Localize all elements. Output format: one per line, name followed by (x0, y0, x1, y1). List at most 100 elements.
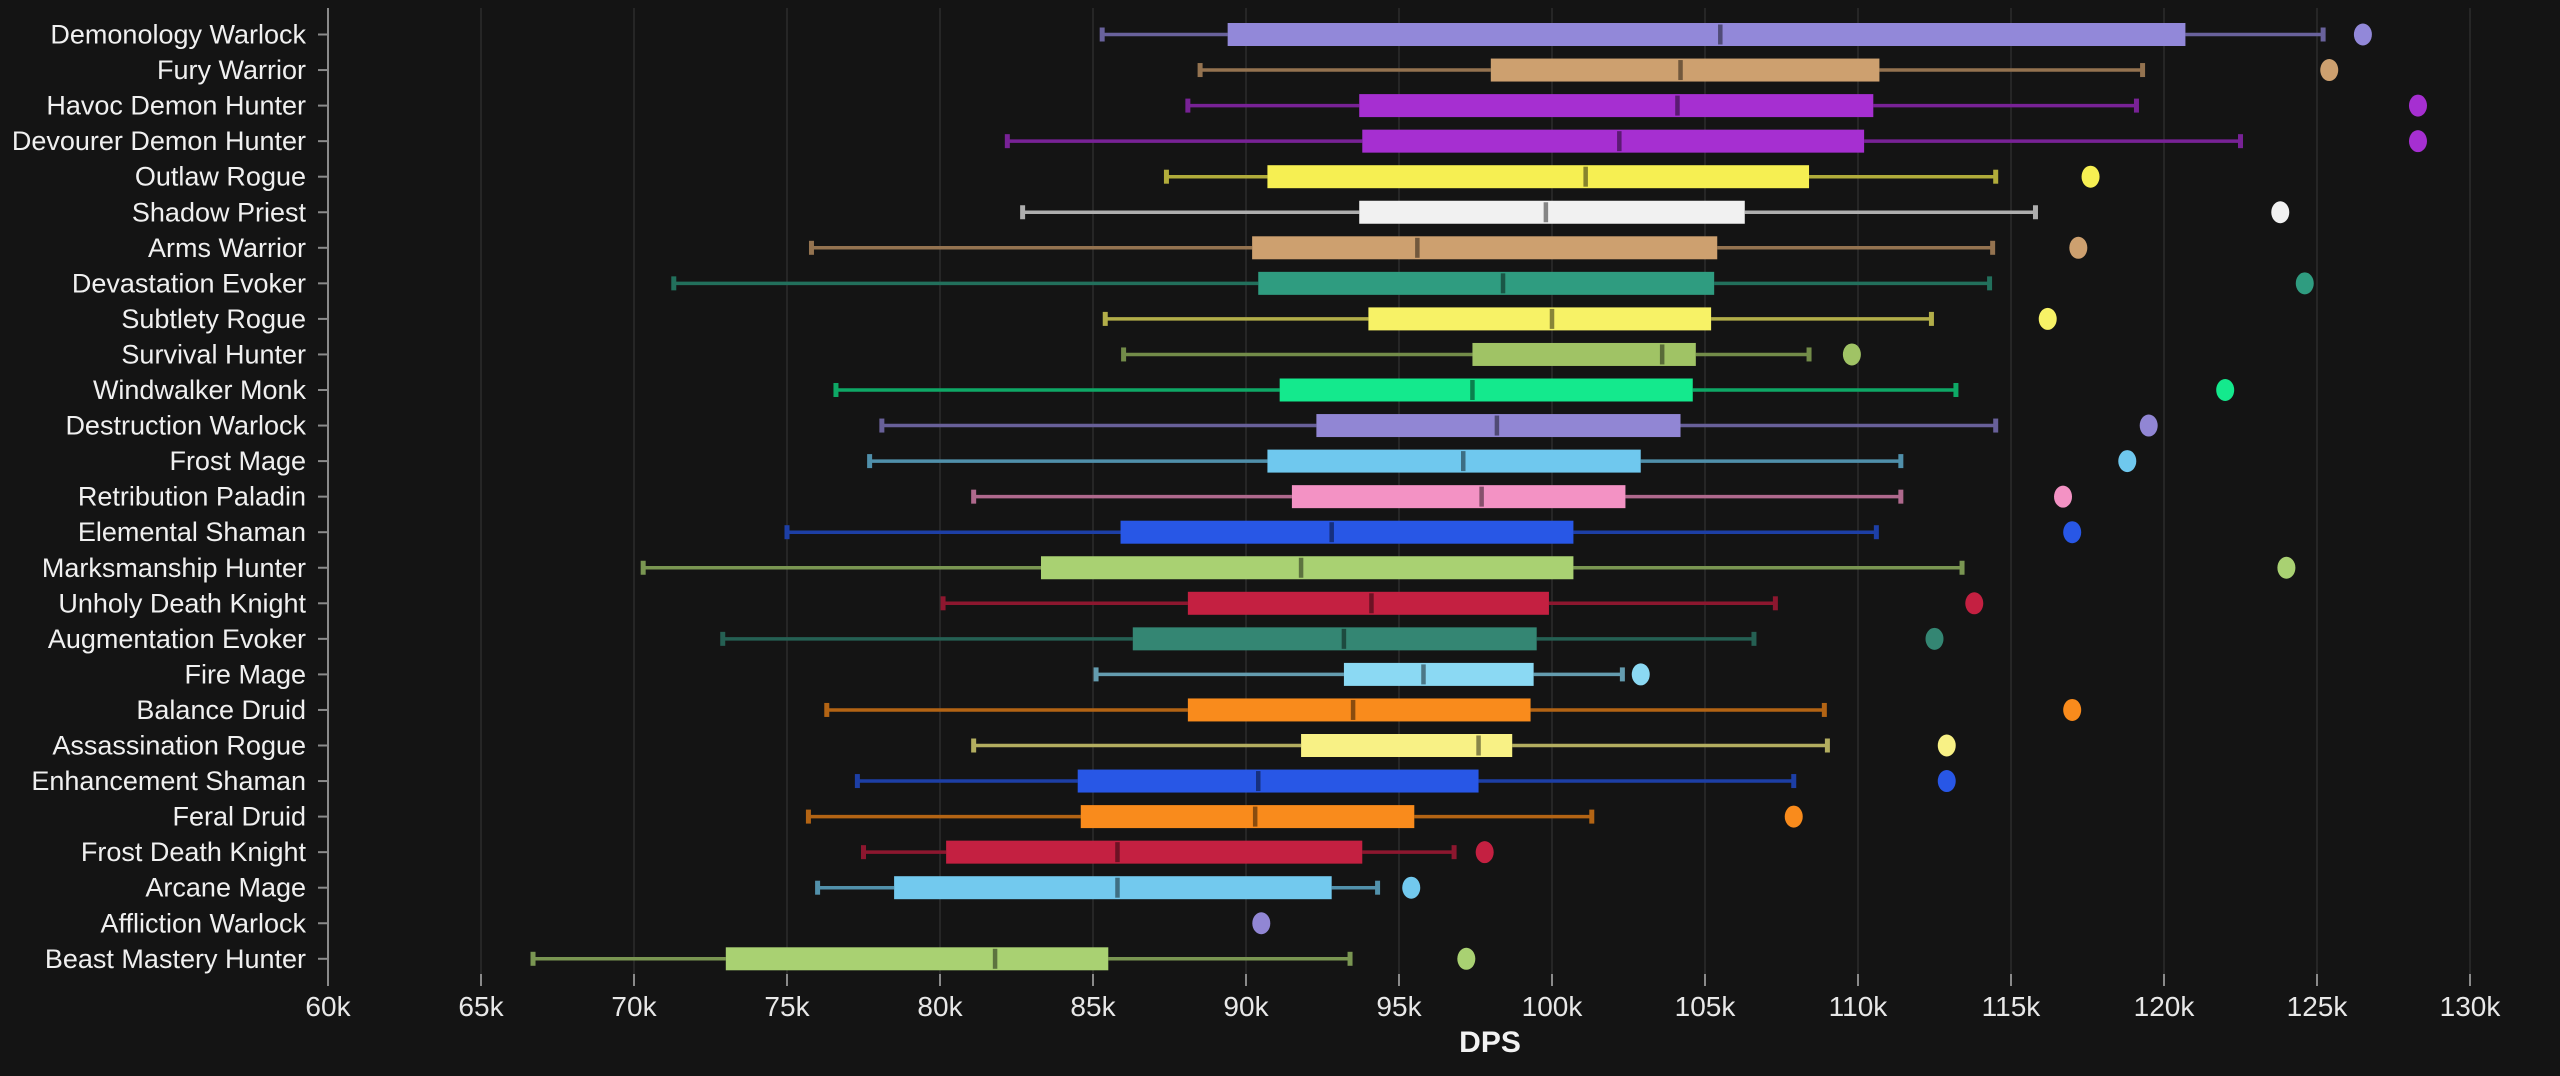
box (1267, 449, 1641, 473)
x-tick-label: 115k (1982, 991, 2042, 1022)
outlier-dot (2277, 556, 2296, 579)
outlier-dot (2408, 130, 2427, 153)
x-tick-label: 130k (2440, 991, 2502, 1022)
boxplot-row (854, 769, 1956, 793)
box (1258, 271, 1715, 295)
y-axis-label: Destruction Warlock (65, 411, 306, 441)
outlier-dot (1631, 663, 1650, 686)
outlier-dot (1457, 947, 1476, 970)
boxplot-row (530, 947, 1476, 971)
y-axis-label: Frost Death Knight (81, 837, 307, 867)
axis-layer (318, 8, 2471, 986)
x-tick-label: 100k (1522, 991, 1584, 1022)
grid-layer (480, 8, 2471, 974)
outlier-dot (2353, 23, 2372, 46)
y-axis-label: Survival Hunter (121, 339, 306, 369)
y-axis-label: Havoc Demon Hunter (46, 91, 306, 121)
y-axis-label: Windwalker Monk (93, 375, 307, 405)
boxplot-row (1197, 58, 2339, 82)
y-axis-label: Fury Warrior (157, 55, 306, 85)
outlier-dot (1252, 912, 1271, 935)
boxplot-row (815, 876, 1421, 900)
outlier-dot (2081, 165, 2100, 188)
boxplot-row (824, 698, 2082, 722)
y-axis-label: Devourer Demon Hunter (12, 126, 306, 156)
y-axis-label: Shadow Priest (132, 197, 307, 227)
boxplot-row (1004, 129, 2427, 153)
y-axis-label: Fire Mage (184, 659, 306, 689)
y-axis-label: Outlaw Rogue (135, 162, 306, 192)
boxplot-row (1099, 23, 2372, 46)
outlier-dot (2054, 485, 2073, 508)
box (725, 947, 1109, 971)
x-tick-label: 70k (611, 991, 657, 1022)
outlier-dot (2216, 379, 2235, 401)
box (946, 840, 1363, 864)
outlier-dot (1925, 627, 1944, 650)
boxplot-row (1185, 94, 2427, 118)
label-layer: 60k 65k 70k 75k 80k 85k 90k 95k 100k 105k 110k 115k… (12, 20, 2501, 1023)
box (1080, 805, 1415, 829)
box (1040, 556, 1574, 580)
boxplot-row (640, 556, 2296, 580)
y-axis-label: Beast Mastery Hunter (45, 944, 306, 974)
x-axis-title: DPS (1459, 1026, 1521, 1059)
x-tick-label: 105k (1675, 991, 1737, 1022)
outlier-dot (2271, 201, 2290, 224)
y-axis-label: Affliction Warlock (100, 908, 306, 938)
x-tick-label: 110k (1829, 991, 1889, 1022)
outlier-dot (2295, 272, 2314, 295)
box (1187, 591, 1549, 615)
y-axis-label: Demonology Warlock (50, 20, 306, 50)
outlier-dot (2038, 307, 2057, 330)
box (1359, 200, 1745, 224)
boxplot-row (879, 414, 2158, 438)
y-axis-label: Assassination Rogue (52, 731, 306, 761)
box (1472, 342, 1696, 366)
x-tick-label: 75k (764, 991, 810, 1022)
outlier-dot (2063, 698, 2082, 721)
outlier-dot (1842, 343, 1861, 366)
outlier-dot (2320, 59, 2339, 82)
box (1077, 769, 1479, 793)
outlier-dot (2069, 236, 2088, 259)
boxplot-row (1020, 200, 2290, 224)
box (894, 876, 1332, 900)
boxplot-row (671, 271, 2314, 295)
box (1343, 662, 1534, 686)
boxplot-row (940, 591, 1984, 615)
boxplot-row (971, 485, 2073, 509)
y-axis-label: Balance Druid (136, 695, 306, 725)
box (1252, 236, 1718, 260)
box (1227, 23, 2186, 46)
outlier-dot (1937, 734, 1956, 757)
y-axis-label: Feral Druid (172, 802, 306, 832)
x-tick-label: 85k (1070, 991, 1116, 1022)
x-tick-label: 65k (458, 991, 504, 1022)
boxplot-row (1121, 342, 1861, 366)
y-axis-label: Arcane Mage (145, 873, 306, 903)
outlier-dot (2118, 450, 2137, 473)
outlier-dot (2139, 414, 2158, 437)
y-axis-label: Elemental Shaman (78, 517, 306, 547)
y-axis-label: Devastation Evoker (72, 268, 306, 298)
box (1291, 485, 1626, 509)
boxplot-row (720, 627, 1944, 651)
box (1187, 698, 1531, 722)
y-axis-label: Retribution Paladin (78, 482, 306, 512)
box (1267, 165, 1810, 189)
y-axis-label: Unholy Death Knight (58, 588, 306, 618)
outlier-dot (1475, 841, 1494, 864)
box (1301, 734, 1513, 757)
box (1132, 627, 1537, 651)
boxplot-row (1093, 662, 1650, 686)
y-axis-label: Enhancement Shaman (31, 766, 306, 796)
boxplot-row (1102, 307, 2057, 331)
box (1279, 378, 1693, 402)
boxplot-row (867, 449, 2137, 473)
outlier-dot (2063, 521, 2082, 544)
boxplot-row (808, 236, 2088, 260)
boxplot-row (861, 840, 1494, 864)
x-tick-label: 95k (1376, 991, 1422, 1022)
x-tick-label: 60k (305, 991, 351, 1022)
